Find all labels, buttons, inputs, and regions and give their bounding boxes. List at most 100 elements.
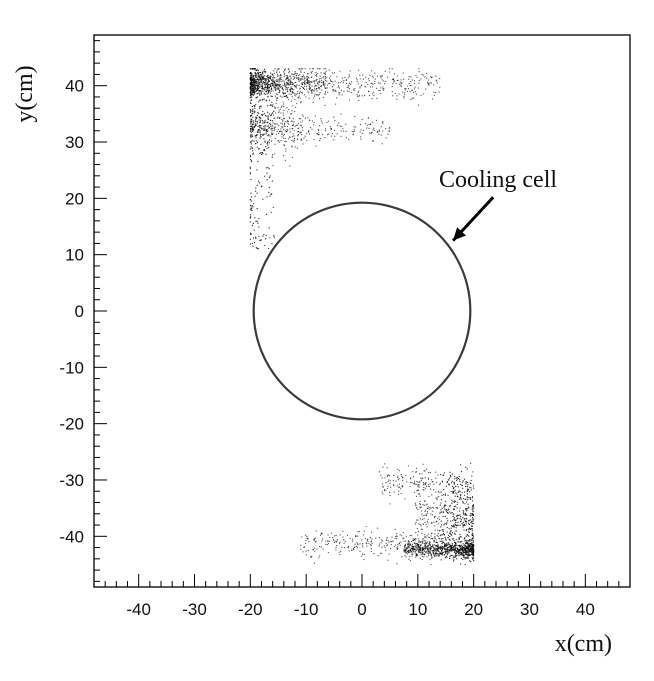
particle-point bbox=[291, 110, 293, 112]
particle-point bbox=[325, 70, 327, 72]
particle-point bbox=[420, 78, 422, 80]
particle-point bbox=[319, 81, 321, 84]
particle-point bbox=[275, 88, 277, 90]
x-tick-label: 40 bbox=[576, 600, 595, 619]
particle-point bbox=[426, 503, 428, 505]
particle-point bbox=[324, 73, 327, 76]
particle-point bbox=[286, 84, 288, 86]
particle-point bbox=[309, 88, 311, 91]
particle-point bbox=[252, 130, 254, 132]
particle-point bbox=[335, 534, 337, 537]
particle-point bbox=[421, 513, 423, 515]
particle-point bbox=[461, 492, 463, 494]
particle-point bbox=[294, 125, 296, 128]
particle-point bbox=[370, 132, 372, 134]
particle-point bbox=[249, 199, 252, 201]
particle-point bbox=[256, 114, 258, 116]
particle-point bbox=[427, 522, 429, 524]
particle-point bbox=[254, 195, 256, 197]
particle-point bbox=[265, 234, 267, 237]
particle-point bbox=[398, 478, 400, 480]
particle-point bbox=[412, 553, 414, 555]
particle-point bbox=[469, 498, 472, 500]
particle-point bbox=[272, 122, 274, 124]
particle-point bbox=[462, 502, 464, 504]
particle-point bbox=[408, 558, 410, 560]
particle-point bbox=[370, 544, 372, 547]
particle-point bbox=[303, 76, 305, 78]
particle-point bbox=[382, 122, 384, 124]
particle-point bbox=[452, 500, 454, 503]
particle-point bbox=[447, 520, 449, 522]
particle-point bbox=[452, 538, 455, 540]
particle-point bbox=[410, 85, 412, 87]
particle-point bbox=[394, 544, 397, 546]
particle-point bbox=[463, 478, 466, 480]
particle-point bbox=[415, 556, 417, 558]
particle-point bbox=[342, 536, 344, 538]
particle-point bbox=[468, 530, 470, 532]
particle-point bbox=[430, 554, 433, 556]
particle-point bbox=[250, 159, 252, 161]
particle-point bbox=[318, 87, 320, 89]
particle-point bbox=[284, 130, 287, 132]
particle-point bbox=[442, 540, 444, 542]
particle-point bbox=[273, 110, 275, 112]
particle-point bbox=[452, 515, 454, 518]
particle-point bbox=[350, 83, 352, 85]
particle-point bbox=[281, 119, 283, 121]
particle-point bbox=[430, 82, 433, 84]
particle-point bbox=[387, 485, 389, 487]
particle-point bbox=[467, 484, 469, 486]
particle-point bbox=[371, 82, 373, 84]
particle-point bbox=[252, 85, 254, 87]
particle-point bbox=[396, 95, 398, 97]
particle-point bbox=[449, 532, 451, 534]
particle-point bbox=[368, 132, 371, 134]
particle-point bbox=[425, 537, 427, 539]
particle-point bbox=[252, 68, 254, 70]
particle-point bbox=[406, 90, 409, 93]
particle-point bbox=[427, 79, 430, 81]
particle-point bbox=[293, 130, 295, 132]
particle-point bbox=[443, 505, 446, 507]
particle-point bbox=[441, 547, 443, 549]
particle-point bbox=[286, 95, 288, 97]
particle-point bbox=[455, 539, 457, 541]
particle-point bbox=[417, 545, 419, 547]
particle-point bbox=[356, 94, 358, 96]
particle-point bbox=[460, 549, 463, 551]
particle-point bbox=[267, 80, 270, 82]
particle-point bbox=[324, 93, 326, 95]
particle-point bbox=[418, 79, 420, 82]
particle-point bbox=[270, 211, 272, 213]
particle-point bbox=[459, 546, 461, 548]
particle-point bbox=[255, 237, 257, 239]
particle-point bbox=[453, 492, 455, 494]
particle-point bbox=[304, 80, 306, 83]
particle-point bbox=[257, 72, 259, 74]
particle-point bbox=[471, 475, 473, 477]
particle-point bbox=[460, 520, 462, 522]
particle-point bbox=[423, 517, 425, 520]
particle-point bbox=[284, 85, 286, 87]
particle-point bbox=[251, 89, 253, 91]
particle-point bbox=[385, 137, 387, 139]
particle-point bbox=[437, 553, 439, 555]
particle-point bbox=[322, 77, 324, 79]
particle-point bbox=[399, 81, 402, 83]
particle-point bbox=[291, 127, 293, 130]
particle-point bbox=[250, 79, 253, 81]
particle-point bbox=[333, 139, 335, 141]
particle-point bbox=[293, 73, 295, 75]
particle-point bbox=[381, 546, 383, 548]
particle-point bbox=[455, 552, 457, 555]
particle-point bbox=[469, 551, 471, 553]
particle-point bbox=[428, 495, 430, 498]
particle-point bbox=[283, 74, 286, 76]
particle-point bbox=[466, 549, 468, 552]
particle-point bbox=[451, 480, 453, 482]
particle-point bbox=[284, 70, 286, 72]
particle-point bbox=[249, 135, 252, 137]
particle-point bbox=[305, 550, 307, 552]
